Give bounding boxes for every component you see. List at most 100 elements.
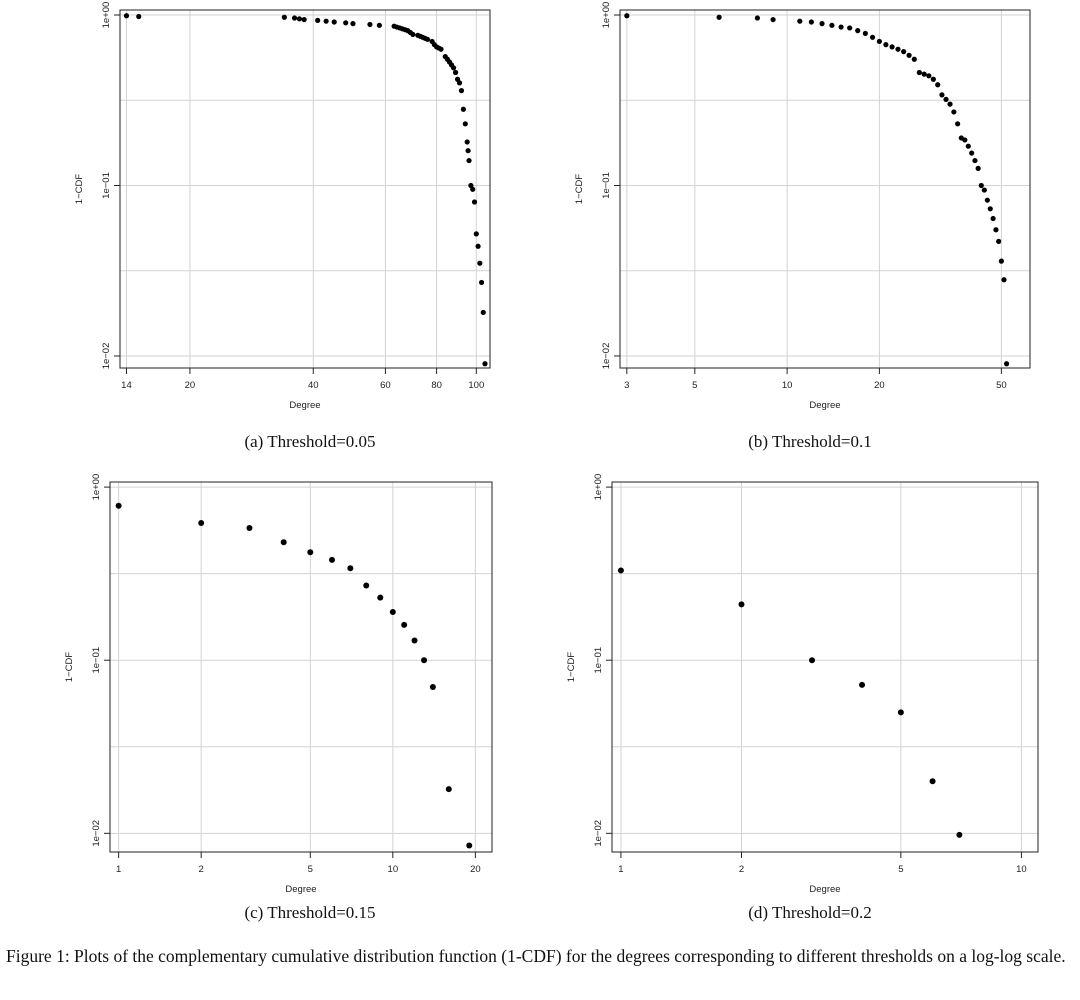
x-tick-label: 80 (431, 380, 442, 391)
data-point (947, 101, 953, 107)
data-point (296, 16, 302, 22)
data-point (965, 143, 971, 149)
chart-b-svg: 3 5 10 20 50 1e+00 1e−01 1e−02 Degree 1−CDF (574, 2, 1031, 411)
x-tick-label: 1 (116, 864, 121, 875)
data-point (911, 56, 917, 62)
data-point (280, 539, 287, 546)
data-point (978, 182, 984, 189)
y-tick-label: 1e−01 (91, 647, 102, 674)
data-point (617, 567, 624, 574)
y-axis-label: 1−CDF (74, 174, 85, 205)
data-point (855, 28, 861, 34)
data-point (716, 14, 722, 20)
data-point (754, 15, 761, 21)
x-tick-label: 2 (199, 864, 204, 875)
y-axis-label: 1−CDF (566, 652, 577, 683)
x-tick-label: 20 (874, 380, 885, 391)
x-tick-label: 50 (996, 380, 1007, 391)
data-point (808, 19, 814, 25)
data-point (897, 709, 904, 716)
chart-d-svg: 1 2 5 10 1e+00 1e−01 1e−02 Degree 1−CDF (566, 474, 1039, 895)
data-point (301, 16, 307, 23)
y-tick-label: 1e+00 (91, 474, 102, 501)
chart-panel-a: 14 20 40 60 80 100 1e+00 1e−01 1e−02 Degree 1−CDF (0, 0, 520, 420)
figure-caption: Figure 1: Plots of the complementary cum… (6, 946, 1066, 966)
data-point (307, 549, 314, 556)
data-point (859, 681, 866, 688)
data-point (411, 637, 418, 644)
data-point (123, 13, 130, 19)
data-point (462, 121, 468, 127)
x-tick-label: 10 (1016, 864, 1027, 875)
chart-a-svg: 14 20 40 60 80 100 1e+00 1e−01 1e−02 Degree 1−CDF (74, 2, 491, 411)
data-point (939, 92, 945, 98)
data-point (328, 556, 335, 563)
x-axis-label: Degree (289, 400, 320, 411)
data-point (473, 231, 479, 237)
data-point (471, 199, 478, 205)
y-tick-label: 1e+00 (101, 2, 112, 29)
chart-panel-b: 3 5 10 20 50 1e+00 1e−01 1e−02 Degree 1−CDF (540, 0, 1060, 420)
data-point (475, 243, 481, 249)
data-point (291, 15, 298, 21)
x-axis-label: Degree (809, 400, 840, 411)
data-point (876, 38, 882, 45)
data-point (975, 165, 981, 171)
data-point (478, 279, 485, 286)
x-tick-label: 40 (308, 380, 319, 391)
data-point (1003, 361, 1010, 367)
data-point (889, 44, 895, 50)
data-point (376, 22, 382, 28)
data-point (470, 186, 476, 192)
data-point (401, 621, 408, 628)
data-point (998, 258, 1004, 264)
chart-c-caption: (c) Threshold=0.15 (244, 903, 376, 922)
data-point (465, 148, 471, 154)
x-tick-label: 20 (470, 864, 481, 875)
data-point (429, 684, 436, 691)
chart-b-caption: (b) Threshold=0.1 (748, 432, 872, 451)
x-tick-label: 14 (121, 380, 132, 391)
data-point (862, 30, 868, 37)
chart-a-caption: (a) Threshold=0.05 (244, 432, 376, 451)
data-point (136, 13, 142, 20)
data-point (347, 565, 354, 572)
y-tick-label: 1e−02 (593, 820, 604, 847)
data-point (990, 215, 996, 222)
data-point (480, 309, 486, 316)
data-point (929, 778, 936, 785)
data-point (738, 601, 745, 608)
data-point (895, 46, 901, 52)
x-tick-label: 2 (739, 864, 744, 875)
data-point (458, 88, 465, 94)
chart-panel-d: 1 2 5 10 1e+00 1e−01 1e−02 Degree 1−CDF (540, 460, 1060, 895)
data-point (450, 65, 457, 71)
data-point (115, 502, 122, 509)
data-point (367, 21, 373, 28)
data-point (797, 18, 803, 24)
data-point (1001, 277, 1007, 283)
data-point (464, 139, 470, 145)
y-axis-label: 1−CDF (574, 174, 585, 205)
data-point (445, 786, 452, 793)
x-tick-label: 1 (618, 864, 623, 875)
y-tick-label: 1e−02 (101, 343, 112, 370)
x-axis-label: Degree (809, 884, 840, 895)
data-point (972, 157, 978, 164)
y-tick-label: 1e−02 (601, 343, 612, 370)
data-point (424, 36, 431, 42)
data-point (198, 520, 205, 527)
data-point (883, 42, 889, 48)
data-point (996, 238, 1002, 244)
x-tick-label: 5 (692, 380, 697, 391)
data-point (906, 52, 912, 58)
x-tick-label: 60 (380, 380, 391, 391)
data-point (438, 46, 444, 52)
data-point (246, 525, 253, 532)
data-point (809, 657, 816, 664)
data-point (477, 260, 483, 266)
data-point (456, 80, 463, 86)
y-tick-label: 1e−02 (91, 820, 102, 847)
data-point (343, 20, 349, 26)
data-point (460, 106, 466, 112)
